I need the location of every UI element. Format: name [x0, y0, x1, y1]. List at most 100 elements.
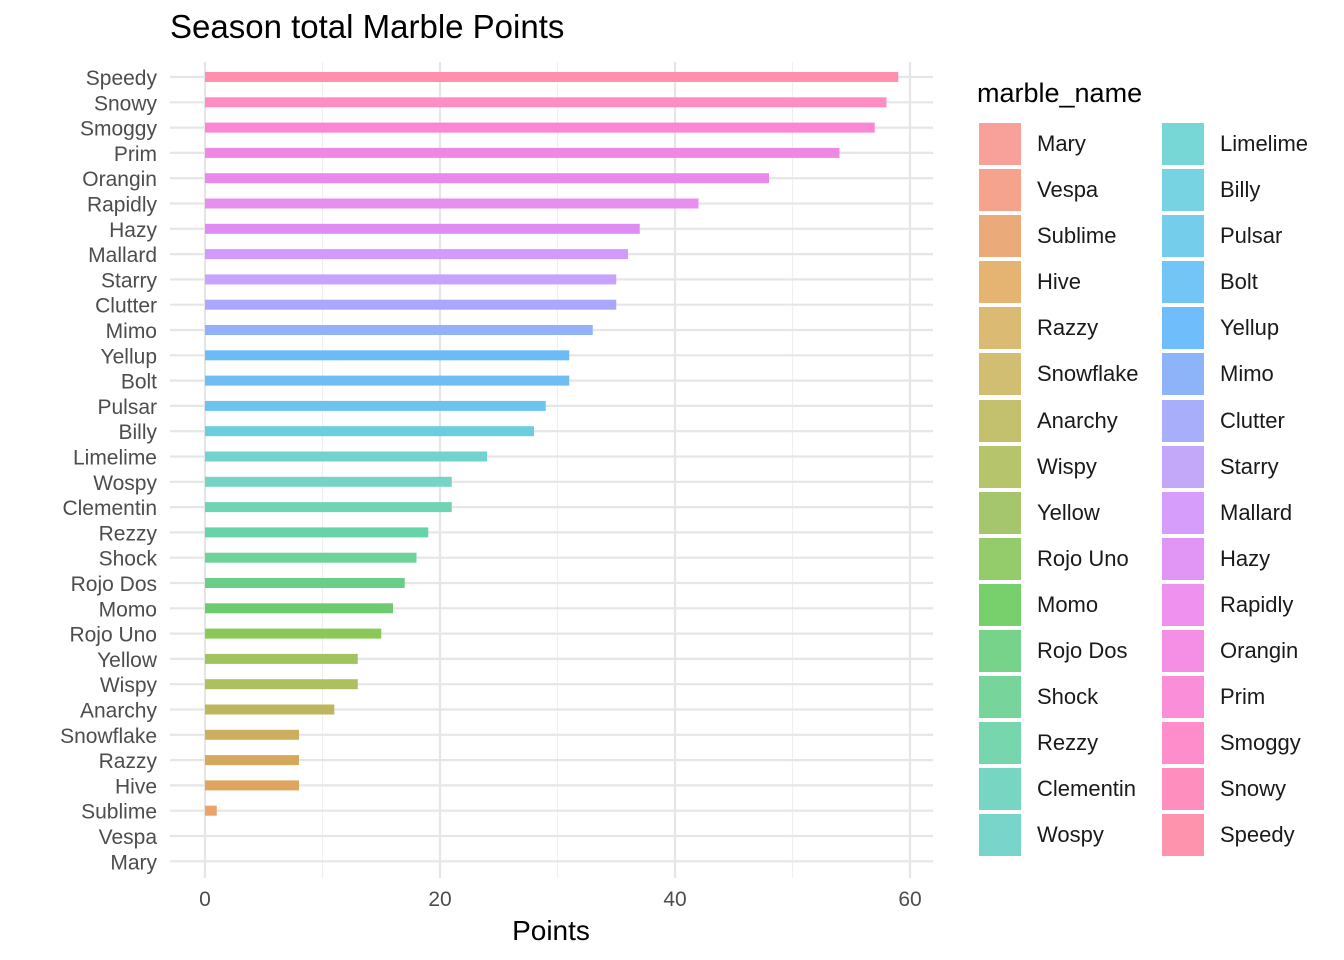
y-tick-label: Clementin	[62, 497, 157, 520]
legend-label: Snowflake	[1037, 361, 1139, 387]
legend-label: Momo	[1037, 591, 1099, 617]
legend-key	[979, 445, 1021, 488]
legend-label: Rapidly	[1220, 591, 1294, 617]
legend-label: Yellow	[1037, 499, 1100, 525]
x-tick-label: 40	[663, 888, 686, 911]
legend-key	[979, 768, 1021, 811]
legend-key	[1162, 123, 1204, 165]
bar	[205, 249, 628, 260]
legend-label: Clementin	[1037, 776, 1137, 802]
bar	[205, 578, 405, 588]
y-tick-label: Shock	[99, 548, 158, 571]
legend-key	[1162, 722, 1204, 765]
legend-key	[1162, 583, 1204, 626]
bar	[205, 653, 358, 664]
y-tick-label: Prim	[114, 143, 157, 166]
y-tick-label: Yellow	[97, 649, 158, 672]
legend-key	[1162, 768, 1204, 811]
bar	[205, 400, 546, 411]
legend-key	[979, 537, 1021, 580]
legend-key	[979, 814, 1021, 857]
legend-label: Razzy	[1037, 315, 1099, 341]
bar	[205, 603, 393, 614]
y-tick-label: Mallard	[88, 244, 157, 267]
legend-key	[1162, 814, 1204, 857]
y-tick-label: Wispy	[100, 674, 158, 697]
legend-key	[979, 261, 1021, 304]
legend-label: Sublime	[1037, 223, 1117, 249]
bar	[205, 805, 217, 816]
legend-key	[1162, 307, 1204, 350]
bar	[205, 729, 299, 740]
legend-label: Hive	[1037, 269, 1082, 295]
y-tick-label: Rezzy	[99, 522, 158, 545]
legend-label: Starry	[1220, 453, 1279, 479]
legend-key	[1162, 169, 1204, 212]
legend-label: Billy	[1220, 177, 1261, 203]
legend-label: Hazy	[1220, 545, 1271, 571]
legend-label: Vespa	[1037, 177, 1099, 203]
y-tick-label: Snowy	[94, 92, 158, 115]
y-tick-label: Bolt	[121, 371, 157, 394]
x-tick-label: 20	[428, 888, 451, 911]
legend-label: Snowy	[1220, 776, 1287, 802]
y-tick-label: Wospy	[93, 472, 157, 495]
bar	[205, 755, 299, 766]
y-tick-label: Speedy	[86, 67, 158, 90]
bar	[205, 451, 487, 462]
legend-key	[1162, 676, 1204, 719]
y-tick-label: Hazy	[109, 219, 157, 242]
legend-label: Mimo	[1220, 361, 1274, 387]
y-tick-label: Snowflake	[60, 725, 157, 748]
legend-key	[979, 169, 1021, 212]
bar	[205, 704, 335, 715]
legend-key	[979, 583, 1021, 626]
bar	[205, 173, 769, 184]
x-axis-title: Points	[512, 915, 590, 946]
y-tick-label: Clutter	[95, 295, 157, 318]
x-tick-label: 0	[199, 888, 211, 911]
y-axis-labels: SpeedySnowySmoggyPrimOranginRapidlyHazyM…	[60, 67, 158, 874]
bar	[205, 527, 429, 538]
bar	[205, 780, 299, 791]
y-tick-label: Starry	[101, 269, 158, 292]
legend-label: Speedy	[1220, 822, 1295, 848]
legend-key	[979, 215, 1021, 258]
bar	[205, 628, 382, 639]
legend-key	[1162, 445, 1204, 488]
bar	[205, 476, 452, 487]
y-tick-label: Sublime	[81, 801, 157, 824]
legend-label: Rezzy	[1037, 730, 1099, 756]
chart-title: Season total Marble Points	[170, 8, 565, 45]
legend-label: Rojo Uno	[1037, 545, 1129, 571]
legend-key	[1162, 399, 1204, 442]
legend-key	[979, 399, 1021, 442]
y-tick-label: Razzy	[99, 750, 158, 773]
legend-key	[979, 491, 1021, 534]
bars	[205, 72, 899, 816]
bar	[205, 198, 699, 209]
legend-key	[1162, 537, 1204, 580]
x-tick-label: 60	[898, 888, 921, 911]
y-tick-label: Billy	[118, 421, 157, 444]
legend-label: Wispy	[1037, 453, 1097, 479]
bar	[205, 502, 452, 513]
legend-key	[1162, 215, 1204, 258]
y-tick-label: Pulsar	[97, 396, 157, 419]
bar	[205, 350, 570, 361]
legend-label: Smoggy	[1220, 730, 1301, 756]
bar	[205, 147, 840, 158]
legend-label: Orangin	[1220, 638, 1299, 664]
y-tick-label: Hive	[115, 775, 157, 798]
legend-label: Limelime	[1220, 131, 1309, 156]
y-tick-label: Mimo	[106, 320, 157, 343]
legend-label: Prim	[1220, 684, 1266, 710]
bar	[205, 97, 887, 108]
y-tick-label: Anarchy	[80, 700, 158, 723]
y-tick-label: Rapidly	[87, 194, 158, 217]
x-axis-ticks: 0 20 40 60	[199, 888, 922, 911]
legend-key	[979, 676, 1021, 719]
legend-key	[1162, 261, 1204, 304]
y-tick-label: Vespa	[99, 826, 158, 849]
